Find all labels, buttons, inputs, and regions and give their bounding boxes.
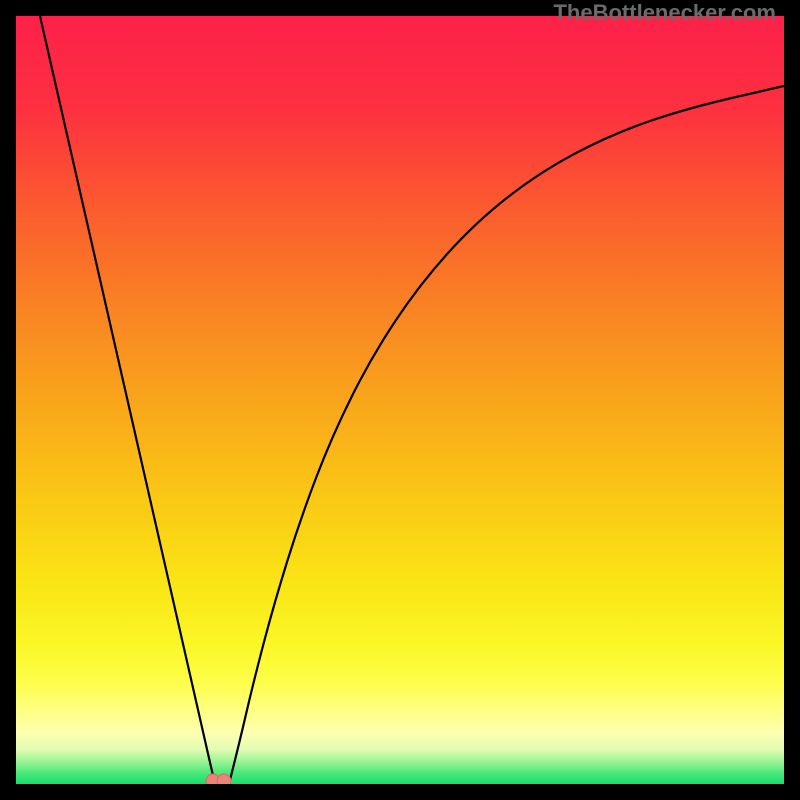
plot-svg xyxy=(16,16,784,784)
frame-top xyxy=(0,0,800,16)
frame-left xyxy=(0,0,16,800)
chart-container: TheBottlenecker.com xyxy=(0,0,800,800)
plot-area xyxy=(16,16,784,784)
frame-right xyxy=(784,0,800,800)
trough-marker xyxy=(217,774,231,784)
frame-bottom xyxy=(0,784,800,800)
gradient-background xyxy=(16,16,784,784)
